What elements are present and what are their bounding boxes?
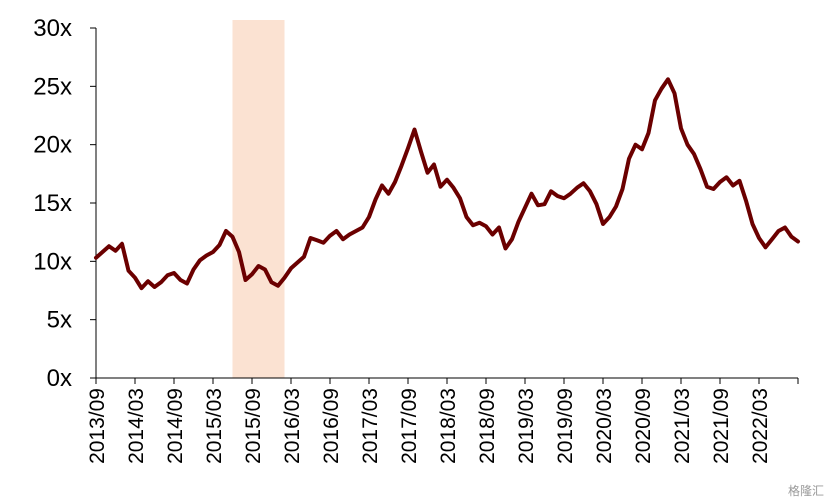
series-polyline bbox=[94, 77, 800, 291]
x-tick-label: 2014/03 bbox=[125, 388, 148, 464]
x-tick-label: 2021/03 bbox=[671, 388, 694, 464]
x-tick-label: 2022/03 bbox=[749, 388, 772, 464]
y-tick-label: 10x bbox=[33, 248, 72, 275]
x-tick-label: 2020/03 bbox=[593, 388, 616, 464]
y-tick-label: 5x bbox=[47, 307, 72, 334]
y-tick-label: 25x bbox=[33, 73, 72, 100]
x-tick-label: 2015/03 bbox=[203, 388, 226, 464]
shaded-region bbox=[232, 20, 285, 378]
x-tick-label: 2017/03 bbox=[359, 388, 382, 464]
y-tick-label: 0x bbox=[47, 365, 72, 392]
x-tick-label: 2016/09 bbox=[320, 388, 343, 464]
series-line bbox=[94, 77, 800, 291]
x-tick-label: 2014/09 bbox=[164, 388, 187, 464]
y-tick-label: 15x bbox=[33, 190, 72, 217]
x-tick-label: 2017/09 bbox=[398, 388, 421, 464]
x-tick-label: 2019/03 bbox=[515, 388, 538, 464]
y-tick-label: 20x bbox=[33, 132, 72, 159]
x-tick-label: 2018/03 bbox=[437, 388, 460, 464]
x-tick-label: 2015/09 bbox=[242, 388, 265, 464]
x-tick-labels: 2013/09 2014/03 2014/09 2015/03 2015/09 2016/… bbox=[86, 388, 772, 464]
watermark-text: 格隆汇 bbox=[787, 484, 824, 498]
x-tick-label: 2016/03 bbox=[281, 388, 304, 464]
y-tick-label: 30x bbox=[33, 15, 72, 42]
x-tick-label: 2019/09 bbox=[554, 388, 577, 464]
x-tick-label: 2020/09 bbox=[632, 388, 655, 464]
x-tick-label: 2013/09 bbox=[86, 388, 109, 464]
shaded-period bbox=[232, 20, 285, 378]
axes bbox=[90, 27, 799, 384]
x-tick-label: 2018/09 bbox=[476, 388, 499, 464]
x-tick-label: 2021/09 bbox=[710, 388, 733, 464]
y-tick-labels: 0x 5x 10x 15x 20x 25x 30x bbox=[33, 15, 72, 392]
